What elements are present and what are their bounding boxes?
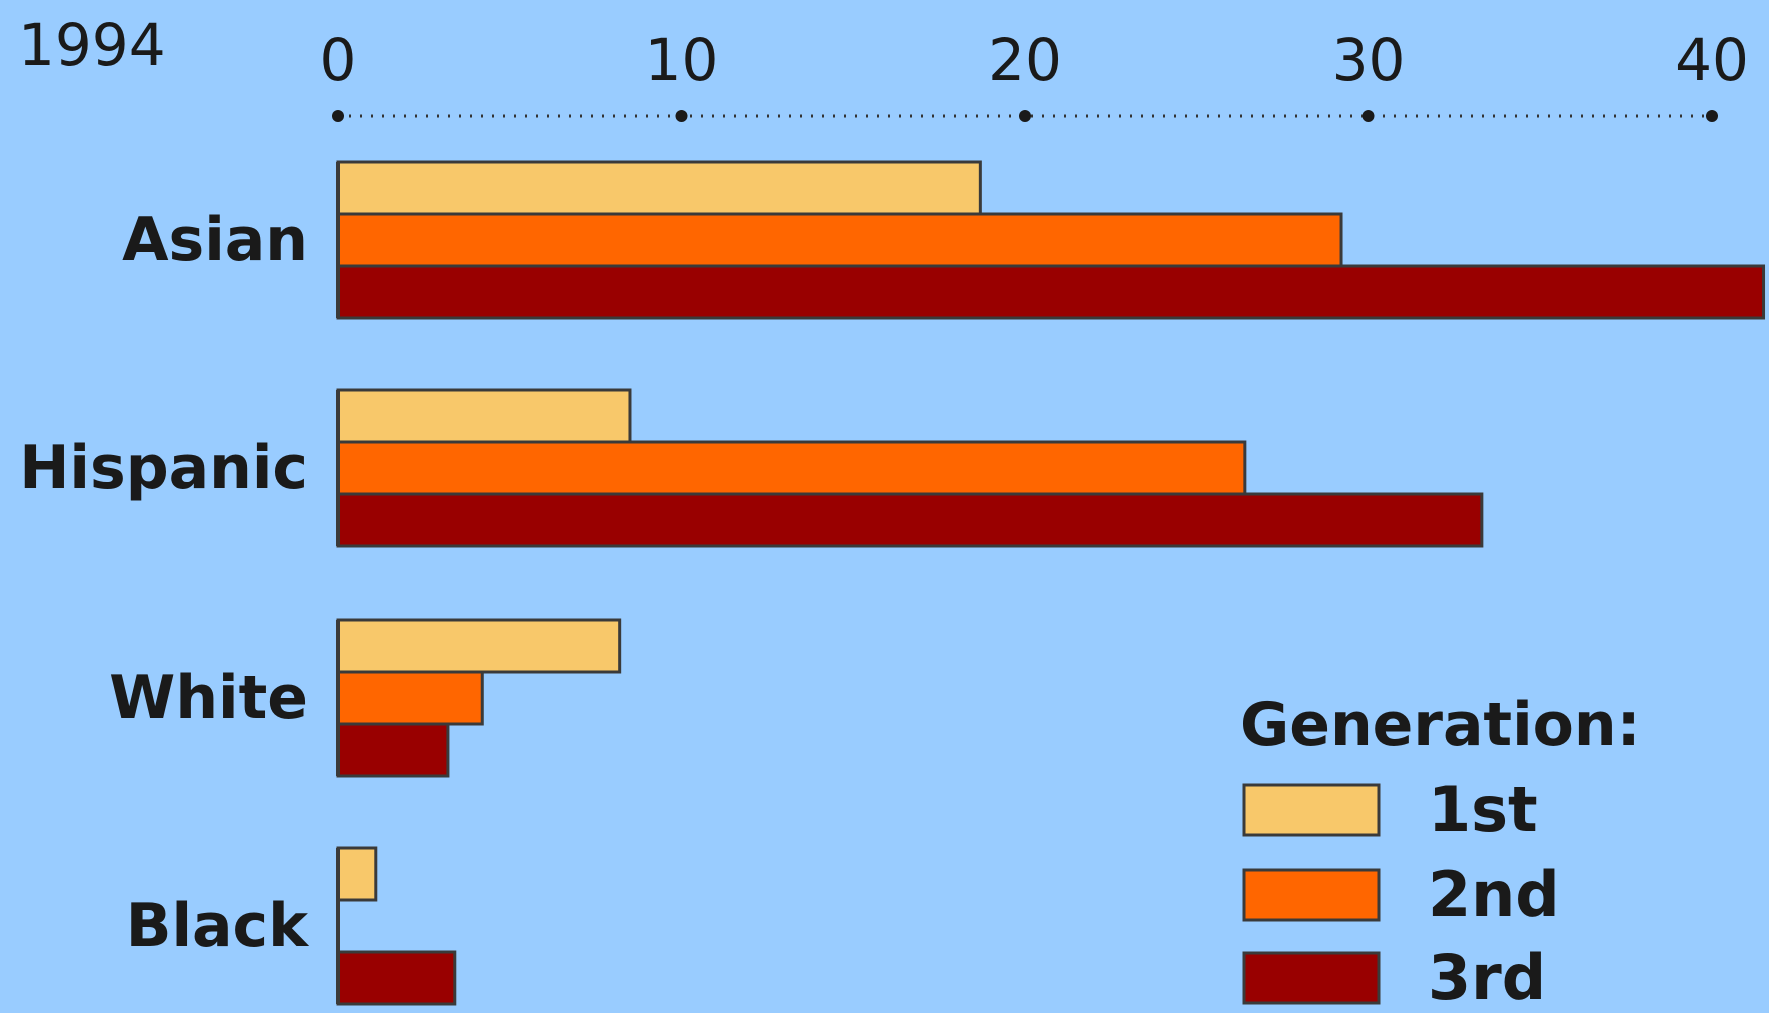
bar-black-1st	[336, 846, 378, 902]
bar-hispanic-2nd	[336, 440, 1247, 496]
bar-asian-3rd	[336, 264, 1766, 320]
x-tick-label: 40	[1675, 26, 1749, 94]
bar-hispanic-3rd	[336, 492, 1484, 548]
category-label: Hispanic	[19, 433, 308, 503]
x-tick-dot	[332, 110, 344, 122]
x-tick-label: 30	[1332, 26, 1406, 94]
bar-black-3rd	[336, 950, 457, 1006]
category-label: Black	[126, 891, 310, 961]
legend-swatch-2nd	[1242, 868, 1381, 922]
bar-white-1st	[336, 618, 622, 674]
legend: Generation: 1st 2nd 3rd	[1240, 690, 1641, 1013]
x-tick-label: 10	[645, 26, 719, 94]
legend-swatch-1st	[1242, 783, 1381, 837]
bar-asian-1st	[336, 160, 982, 216]
chart-year-title: 1994	[18, 11, 166, 79]
legend-label-2nd: 2nd	[1428, 858, 1560, 931]
legend-swatch-3rd	[1242, 951, 1381, 1005]
category-label: White	[109, 663, 308, 733]
x-tick-dot	[1706, 110, 1718, 122]
x-tick-label: 0	[320, 26, 357, 94]
legend-title: Generation:	[1240, 690, 1641, 760]
bar-white-3rd	[336, 722, 450, 778]
bar-white-2nd	[336, 670, 484, 726]
x-tick-dot	[1019, 110, 1031, 122]
legend-label-3rd: 3rd	[1428, 941, 1546, 1013]
category-label: Asian	[122, 205, 308, 275]
bar-hispanic-1st	[336, 388, 632, 444]
x-tick-dot	[675, 110, 688, 122]
legend-label-1st: 1st	[1428, 773, 1538, 846]
bar-asian-2nd	[336, 212, 1343, 268]
category-labels: Asian Hispanic White Black	[19, 205, 310, 961]
x-axis: 0 10 20 30 40	[320, 26, 1749, 122]
x-tick-dot	[1362, 110, 1375, 122]
x-tick-label: 20	[988, 26, 1062, 94]
bar-series	[336, 160, 1766, 1006]
